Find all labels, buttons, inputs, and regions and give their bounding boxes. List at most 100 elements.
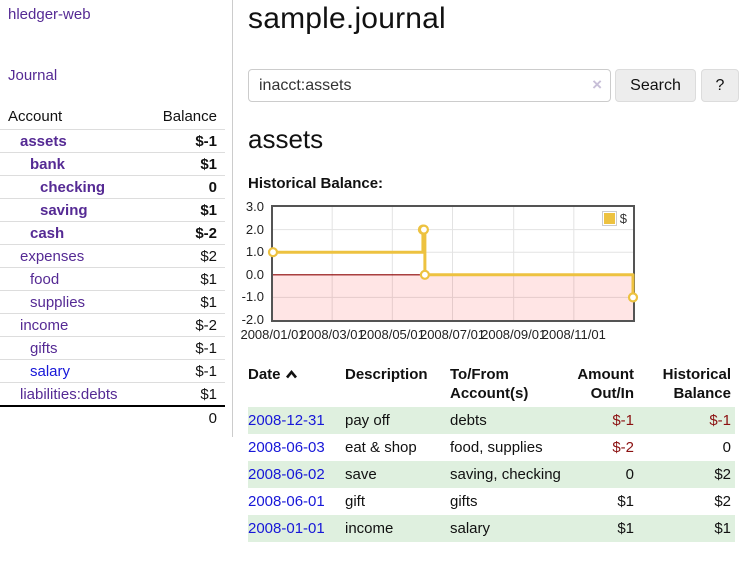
account-row: bank $1 xyxy=(0,153,225,176)
account-balance: $1 xyxy=(200,155,217,173)
description-header: Description xyxy=(345,366,428,383)
account-balance-table: Account Balance assets $-1 bank $1 checkin… xyxy=(0,104,225,430)
transaction-description: eat & shop xyxy=(345,439,417,456)
chart-plot-area xyxy=(267,207,639,320)
account-column-header: Account xyxy=(8,108,63,125)
transaction-amount: $1 xyxy=(568,515,638,542)
account-link-checking[interactable]: checking xyxy=(40,178,106,196)
y-axis-tick: 0.0 xyxy=(245,266,264,282)
search-field-wrap: × xyxy=(248,69,611,102)
date-link[interactable]: 2008-06-03 xyxy=(248,439,325,456)
account-row: cash $-2 xyxy=(0,222,225,245)
transaction-amount: $-1 xyxy=(568,407,638,434)
account-balance: $1 xyxy=(200,293,217,311)
main-content: sample.journal × Search ? assets Histori… xyxy=(240,0,742,582)
account-row: supplies $1 xyxy=(0,291,225,314)
transaction-amount: 0 xyxy=(568,461,638,488)
x-axis-tick: 2008/09/01 xyxy=(481,327,547,342)
account-row: expenses $2 xyxy=(0,245,225,268)
account-link-saving[interactable]: saving xyxy=(40,201,88,219)
transaction-description: save xyxy=(345,461,450,488)
date-link[interactable]: 2008-06-02 xyxy=(248,466,325,483)
balance-column-header: Balance xyxy=(162,108,217,125)
account-balance: $1 xyxy=(200,201,217,219)
account-row: saving $1 xyxy=(0,199,225,222)
x-axis-tick: 2008/01/01 xyxy=(240,327,306,342)
transaction-balance: $1 xyxy=(638,515,735,542)
transaction-accounts: saving, checking xyxy=(450,461,568,488)
sidebar-item-journal[interactable]: Journal xyxy=(8,67,58,84)
account-link-income[interactable]: income xyxy=(20,316,69,334)
account-balance: $1 xyxy=(200,385,217,403)
account-row: gifts $-1 xyxy=(0,337,225,360)
help-button[interactable]: ? xyxy=(701,69,739,102)
x-axis-tick: 2008/03/01 xyxy=(299,327,365,342)
search-input[interactable] xyxy=(248,69,611,102)
account-link-salary[interactable]: salary xyxy=(30,362,71,380)
register-row: 2008-06-03 eat & shop food, supplies $-2… xyxy=(248,434,735,461)
x-axis-tick: 2008/05/01 xyxy=(359,327,425,342)
account-balance: $-2 xyxy=(195,316,217,334)
y-axis-tick: 1.0 xyxy=(245,244,264,260)
account-link-assets[interactable]: assets xyxy=(20,132,67,150)
y-axis-tick: 3.0 xyxy=(245,199,264,215)
clear-search-icon[interactable]: × xyxy=(592,75,602,94)
account-balance: $-1 xyxy=(195,339,217,357)
transaction-balance: $2 xyxy=(714,493,731,510)
account-table-header: Account Balance xyxy=(0,104,225,130)
account-row: food $1 xyxy=(0,268,225,291)
transaction-accounts: gifts xyxy=(450,493,478,510)
account-row: salary $-1 xyxy=(0,360,225,383)
account-link-supplies[interactable]: supplies xyxy=(30,293,86,311)
accounts-total-value: 0 xyxy=(208,410,217,427)
search-bar: × Search ? xyxy=(248,69,742,102)
date-link[interactable]: 2008-06-01 xyxy=(248,493,325,510)
y-axis-tick: -2.0 xyxy=(241,312,264,328)
search-button[interactable]: Search xyxy=(615,69,696,102)
legend-label: $ xyxy=(619,211,627,226)
account-link-food[interactable]: food xyxy=(30,270,60,288)
account-row: assets $-1 xyxy=(0,130,225,153)
sort-by-date-header[interactable]: Date xyxy=(248,361,345,407)
register-header-row: Date Description To/From Account(s) Amou… xyxy=(248,361,735,407)
transaction-balance: 0 xyxy=(722,439,731,456)
date-link[interactable]: 2008-01-01 xyxy=(248,520,325,537)
date-link[interactable]: 2008-12-31 xyxy=(248,412,325,429)
register-row: 2008-12-31 pay off debts $-1 $-1 xyxy=(248,407,735,434)
balance-header: Historical Balance xyxy=(662,366,731,402)
app-brand-link[interactable]: hledger-web xyxy=(8,6,91,23)
historical-balance-chart: 3.0 2.0 1.0 0.0 -1.0 -2.0 2008/01/01 2008/03/0… xyxy=(240,199,639,342)
account-row: income $-2 xyxy=(0,314,225,337)
register-row: 2008-06-02 save saving, checking 0 $2 xyxy=(248,461,735,488)
transaction-description: gift xyxy=(345,493,366,510)
account-balance: $1 xyxy=(200,270,217,288)
page-title: sample.journal xyxy=(248,2,446,35)
chart-legend: $ xyxy=(599,210,629,227)
account-link-liabilities-debts[interactable]: liabilities:debts xyxy=(20,385,118,403)
chart-title: Historical Balance: xyxy=(248,175,384,192)
y-axis-tick: 2.0 xyxy=(245,221,264,237)
amount-header: Amount Out/In xyxy=(577,366,634,402)
transaction-accounts: food, supplies xyxy=(450,439,543,456)
account-link-cash[interactable]: cash xyxy=(30,224,65,242)
account-balance: $-2 xyxy=(195,224,217,242)
transaction-description: pay off xyxy=(345,407,450,434)
account-row: liabilities:debts $1 xyxy=(0,383,225,405)
transaction-amount: $1 xyxy=(617,493,634,510)
transaction-accounts: salary xyxy=(450,515,568,542)
x-axis-tick: 2008/07/01 xyxy=(419,327,486,342)
account-balance: 0 xyxy=(208,178,217,196)
register-table: Date Description To/From Account(s) Amou… xyxy=(248,361,735,542)
account-heading: assets xyxy=(248,124,324,154)
transaction-balance: $-1 xyxy=(638,407,735,434)
account-link-bank[interactable]: bank xyxy=(30,155,66,173)
account-link-expenses[interactable]: expenses xyxy=(20,247,85,265)
x-axis-tick: 2008/11/01 xyxy=(541,327,606,342)
account-balance: $-1 xyxy=(195,132,217,150)
account-link-gifts[interactable]: gifts xyxy=(30,339,58,357)
sort-ascending-icon xyxy=(285,365,298,384)
register-row: 2008-01-01 income salary $1 $1 xyxy=(248,515,735,542)
sidebar: hledger-web Journal Account Balance asse… xyxy=(0,0,233,437)
register-row: 2008-06-01 gift gifts $1 $2 xyxy=(248,488,735,515)
y-axis-tick: -1.0 xyxy=(241,289,264,305)
